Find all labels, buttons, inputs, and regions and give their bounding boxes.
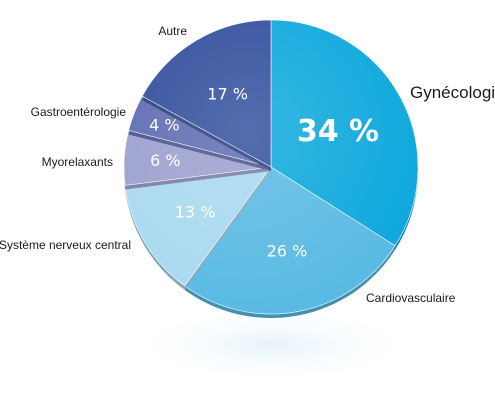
- category-label-systeme-nerveux-central: Système nerveux central: [0, 238, 131, 252]
- pie-highlight: [124, 20, 418, 314]
- value-label-myorelaxants: 6 %: [150, 151, 180, 170]
- category-label-gynecologie: Gynécologie: [410, 83, 495, 102]
- value-label-gynecologie: 34 %: [297, 114, 379, 149]
- category-label-myorelaxants: Myorelaxants: [42, 155, 113, 169]
- value-label-autre: 17 %: [207, 84, 248, 103]
- pie-slices: [123, 19, 419, 318]
- value-label-systeme-nerveux-central: 13 %: [175, 203, 216, 222]
- pie-reflection: [122, 305, 422, 385]
- value-label-gastroenterologie: 4 %: [149, 116, 179, 135]
- value-label-cardiovasculaire: 26 %: [267, 242, 308, 261]
- category-label-cardiovasculaire: Cardiovasculaire: [366, 291, 456, 305]
- category-label-autre: Autre: [158, 24, 187, 38]
- pie-labels: 34 % Gynécologie 26 % Cardiovasculaire 13 % S…: [0, 24, 495, 305]
- category-label-gastroenterologie: Gastroentérologie: [31, 105, 127, 119]
